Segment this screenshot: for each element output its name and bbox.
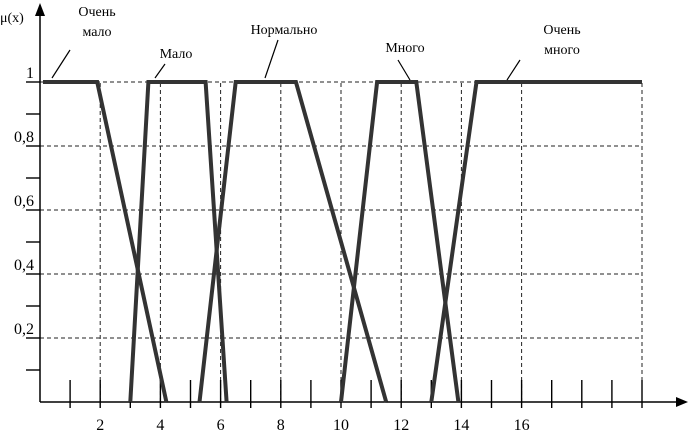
x-tick-label: 4 (156, 417, 164, 434)
term-leader-line (264, 39, 279, 79)
series-layer (43, 80, 642, 403)
term-label: много (544, 43, 580, 58)
membership-line (339, 80, 461, 403)
y-tick-label: 0,8 (14, 129, 34, 146)
membership-line (43, 80, 169, 403)
term-leader-line (51, 49, 71, 79)
x-tick-label: 16 (514, 417, 530, 434)
y-tick-label: 0,4 (14, 257, 34, 274)
term-leader-line (506, 59, 521, 81)
term-label: Очень (78, 5, 115, 20)
x-tick-label: 10 (333, 417, 349, 434)
x-tick-label: 2 (96, 417, 104, 434)
term-leader-line (397, 59, 411, 81)
y-tick-label: 1 (26, 65, 34, 82)
y-tick-label: 0,2 (14, 321, 34, 338)
membership-line (197, 80, 389, 403)
x-tick-label: 6 (217, 417, 225, 434)
term-label: мало (82, 25, 111, 40)
tick-layer (26, 81, 643, 408)
term-label: Мало (160, 47, 193, 62)
y-axis-arrow (35, 3, 45, 16)
y-axis-title: μ(x) (0, 11, 24, 26)
term-leader-line (154, 63, 166, 79)
term-label: Много (385, 41, 424, 56)
x-tick-label: 12 (393, 417, 409, 434)
membership-line (429, 80, 642, 403)
x-tick-label: 8 (277, 417, 285, 434)
grid-layer (40, 81, 643, 402)
axis-layer: μ(x) (0, 3, 688, 407)
membership-line (128, 80, 229, 403)
x-axis-arrow (676, 397, 688, 407)
term-label: Очень (543, 23, 580, 38)
label-layer: 2 4 6 8 10 12 14 16 0,2 0,4 0,6 0,8 1 Очень мало Мало Но… (14, 5, 581, 434)
x-tick-label: 14 (453, 417, 469, 434)
y-tick-label: 0,6 (14, 193, 34, 210)
term-label: Нормально (251, 23, 318, 38)
